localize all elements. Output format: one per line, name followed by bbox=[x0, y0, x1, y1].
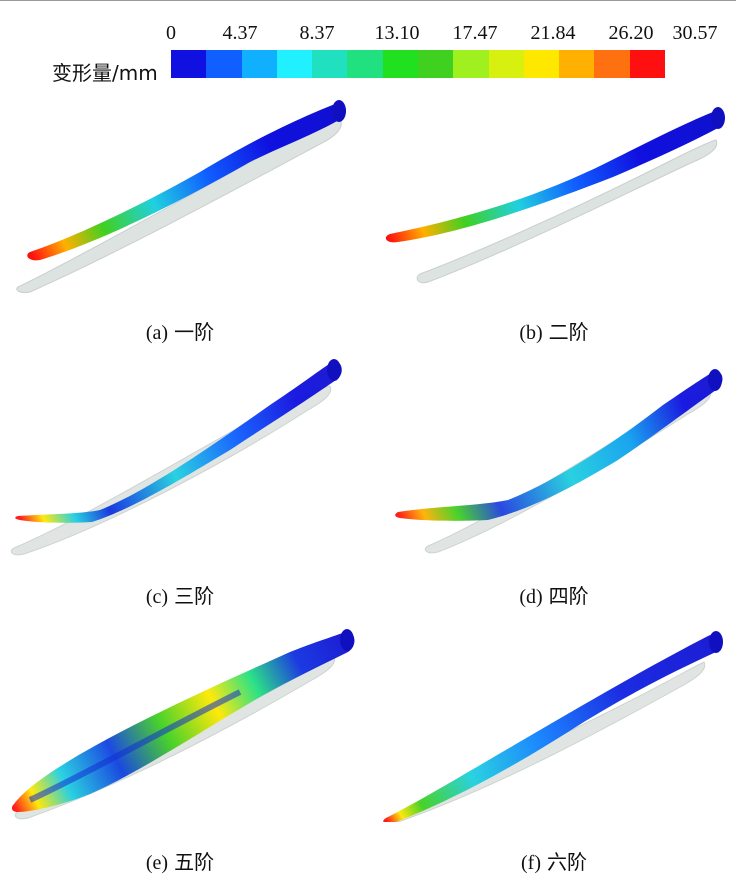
colorbar-swatch bbox=[276, 50, 313, 78]
colorbar-tick: 17.47 bbox=[452, 22, 498, 44]
blade-figure-f bbox=[383, 631, 723, 822]
colorbar-tick: 26.20 bbox=[608, 22, 654, 44]
caption-c: (c) 三阶 bbox=[146, 580, 214, 609]
blade-figure-c bbox=[10, 359, 342, 556]
caption-label: (b) bbox=[519, 322, 543, 344]
caption-title: 一阶 bbox=[174, 320, 215, 344]
caption-label: (d) bbox=[519, 586, 543, 608]
blade-figure-a bbox=[16, 100, 346, 293]
caption-label: (e) bbox=[145, 852, 169, 874]
caption-title: 五阶 bbox=[174, 850, 215, 874]
colorbar bbox=[171, 50, 665, 78]
caption-label: (f) bbox=[521, 852, 541, 874]
caption-e: (e) 五阶 bbox=[146, 846, 214, 875]
colorbar-ticks: 0 4.37 8.37 13.10 17.47 21.84 26.20 30.5… bbox=[155, 22, 718, 46]
colorbar-swatch bbox=[453, 50, 489, 78]
colorbar-swatch bbox=[312, 50, 348, 78]
colorbar-swatch bbox=[488, 50, 524, 78]
blade-figure-d bbox=[395, 369, 723, 554]
caption-a: (a) 一阶 bbox=[146, 316, 214, 345]
blade-figure-e bbox=[11, 629, 355, 820]
colorbar-swatch bbox=[559, 50, 595, 78]
caption-title: 二阶 bbox=[548, 320, 589, 344]
caption-label: (c) bbox=[145, 586, 169, 608]
colorbar-tick: 0 bbox=[166, 22, 176, 44]
caption-title: 四阶 bbox=[548, 584, 589, 608]
colorbar-swatch bbox=[206, 50, 242, 78]
colorbar-swatch bbox=[594, 50, 630, 78]
panel-d-blade bbox=[368, 360, 736, 570]
colorbar-tick: 8.37 bbox=[299, 22, 335, 44]
blade-figure-b bbox=[385, 107, 725, 284]
colorbar-title: 变形量/mm bbox=[52, 61, 158, 85]
caption-title: 三阶 bbox=[174, 584, 215, 608]
colorbar-swatch bbox=[171, 50, 207, 78]
colorbar-tick: 13.10 bbox=[374, 22, 420, 44]
caption-title: 六阶 bbox=[546, 850, 587, 874]
panel-c-blade bbox=[0, 350, 368, 560]
panel-e-blade bbox=[0, 622, 368, 822]
top-rule bbox=[0, 0, 736, 1]
panel-a-blade bbox=[0, 92, 368, 302]
colorbar-swatch bbox=[382, 50, 418, 78]
colorbar-swatch bbox=[241, 50, 277, 78]
caption-d: (d) 四阶 bbox=[519, 580, 588, 609]
colorbar-swatch bbox=[629, 50, 665, 78]
caption-label: (a) bbox=[145, 322, 169, 344]
colorbar-tick: 4.37 bbox=[222, 22, 258, 44]
colorbar-swatch bbox=[523, 50, 560, 78]
panel-b-blade bbox=[368, 92, 736, 302]
panel-f-blade bbox=[368, 622, 736, 822]
colorbar-tick: 30.57 bbox=[672, 22, 718, 44]
colorbar-swatch bbox=[417, 50, 454, 78]
caption-f: (f) 六阶 bbox=[521, 846, 587, 875]
caption-b: (b) 二阶 bbox=[519, 316, 588, 345]
colorbar-swatch bbox=[347, 50, 383, 78]
colorbar-tick: 21.84 bbox=[530, 22, 576, 44]
